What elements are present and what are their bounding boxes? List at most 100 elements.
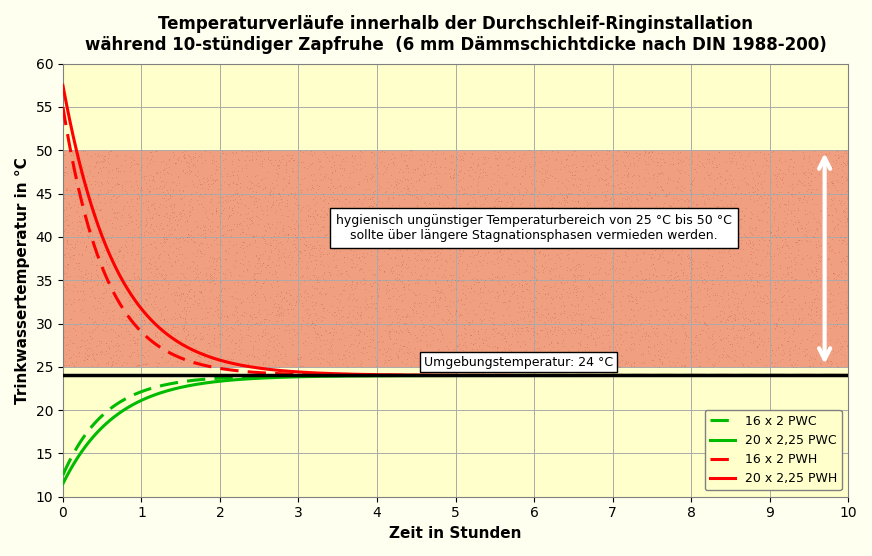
Point bbox=[163, 185, 177, 193]
Point bbox=[767, 215, 781, 224]
Point bbox=[818, 224, 832, 232]
Point bbox=[472, 278, 486, 287]
Point bbox=[523, 222, 537, 231]
Point bbox=[344, 318, 358, 327]
Point bbox=[314, 299, 328, 308]
Point bbox=[92, 336, 106, 345]
Point bbox=[738, 350, 752, 359]
Point bbox=[134, 146, 148, 155]
Point bbox=[519, 354, 533, 363]
Point bbox=[76, 251, 90, 260]
Point bbox=[702, 215, 716, 224]
Point bbox=[58, 252, 72, 261]
Point bbox=[555, 336, 569, 345]
Point bbox=[358, 161, 372, 170]
Point bbox=[551, 147, 565, 156]
Point bbox=[618, 217, 632, 226]
Point bbox=[617, 170, 630, 179]
Point bbox=[803, 310, 817, 319]
Point bbox=[149, 272, 163, 281]
Point bbox=[215, 296, 229, 305]
Point bbox=[313, 342, 327, 351]
Point bbox=[364, 205, 378, 214]
Point bbox=[220, 254, 234, 263]
Point bbox=[337, 157, 351, 166]
Point bbox=[285, 166, 299, 175]
Point bbox=[569, 175, 582, 184]
Point bbox=[246, 233, 260, 242]
Point bbox=[487, 319, 501, 328]
Point bbox=[260, 210, 274, 219]
Point bbox=[389, 327, 403, 336]
Point bbox=[169, 211, 183, 220]
Point bbox=[569, 220, 583, 229]
Point bbox=[476, 240, 490, 249]
Point bbox=[271, 309, 285, 318]
Point bbox=[798, 210, 812, 219]
Point bbox=[185, 177, 199, 186]
Point bbox=[722, 148, 736, 157]
Point bbox=[216, 297, 230, 306]
Point bbox=[540, 281, 554, 290]
Point bbox=[488, 154, 502, 163]
Point bbox=[67, 295, 81, 304]
Point bbox=[780, 327, 794, 336]
Point bbox=[719, 334, 733, 342]
Point bbox=[684, 302, 698, 311]
Point bbox=[710, 162, 724, 171]
Point bbox=[160, 167, 174, 176]
Point bbox=[239, 331, 253, 340]
Point bbox=[393, 150, 407, 159]
Point bbox=[105, 306, 119, 315]
Point bbox=[362, 201, 376, 210]
Point bbox=[519, 187, 533, 196]
Point bbox=[292, 295, 306, 304]
Point bbox=[786, 183, 800, 192]
Point bbox=[155, 349, 169, 358]
Point bbox=[351, 330, 364, 339]
Point bbox=[671, 251, 685, 260]
Point bbox=[487, 168, 501, 177]
Point bbox=[498, 355, 512, 364]
Point bbox=[181, 151, 194, 160]
Point bbox=[352, 329, 366, 338]
Point bbox=[792, 314, 806, 323]
Point bbox=[679, 297, 693, 306]
Point bbox=[714, 292, 728, 301]
Point bbox=[547, 192, 561, 201]
Point bbox=[410, 255, 424, 264]
Point bbox=[759, 346, 773, 355]
Point bbox=[716, 334, 730, 342]
Point bbox=[619, 249, 633, 258]
Point bbox=[385, 325, 399, 334]
Point bbox=[118, 186, 132, 195]
Point bbox=[501, 329, 515, 338]
Point bbox=[672, 250, 686, 259]
Point bbox=[453, 236, 467, 245]
Point bbox=[258, 192, 272, 201]
Point bbox=[466, 305, 480, 314]
Point bbox=[194, 199, 208, 208]
Point bbox=[350, 253, 364, 262]
Point bbox=[393, 165, 407, 173]
Point bbox=[785, 361, 799, 370]
Point bbox=[681, 234, 695, 243]
Point bbox=[500, 277, 514, 286]
Point bbox=[248, 238, 262, 247]
Point bbox=[504, 250, 518, 259]
Point bbox=[242, 239, 256, 248]
Point bbox=[693, 358, 707, 367]
Point bbox=[219, 150, 233, 159]
Point bbox=[617, 311, 631, 320]
Point bbox=[146, 227, 160, 236]
Point bbox=[73, 267, 87, 276]
Point bbox=[471, 212, 485, 221]
Point bbox=[435, 203, 449, 212]
Point bbox=[547, 282, 561, 291]
Point bbox=[177, 236, 191, 245]
Point bbox=[258, 182, 272, 191]
Point bbox=[772, 201, 786, 210]
Point bbox=[455, 284, 469, 293]
Point bbox=[397, 348, 411, 357]
Point bbox=[622, 148, 636, 157]
